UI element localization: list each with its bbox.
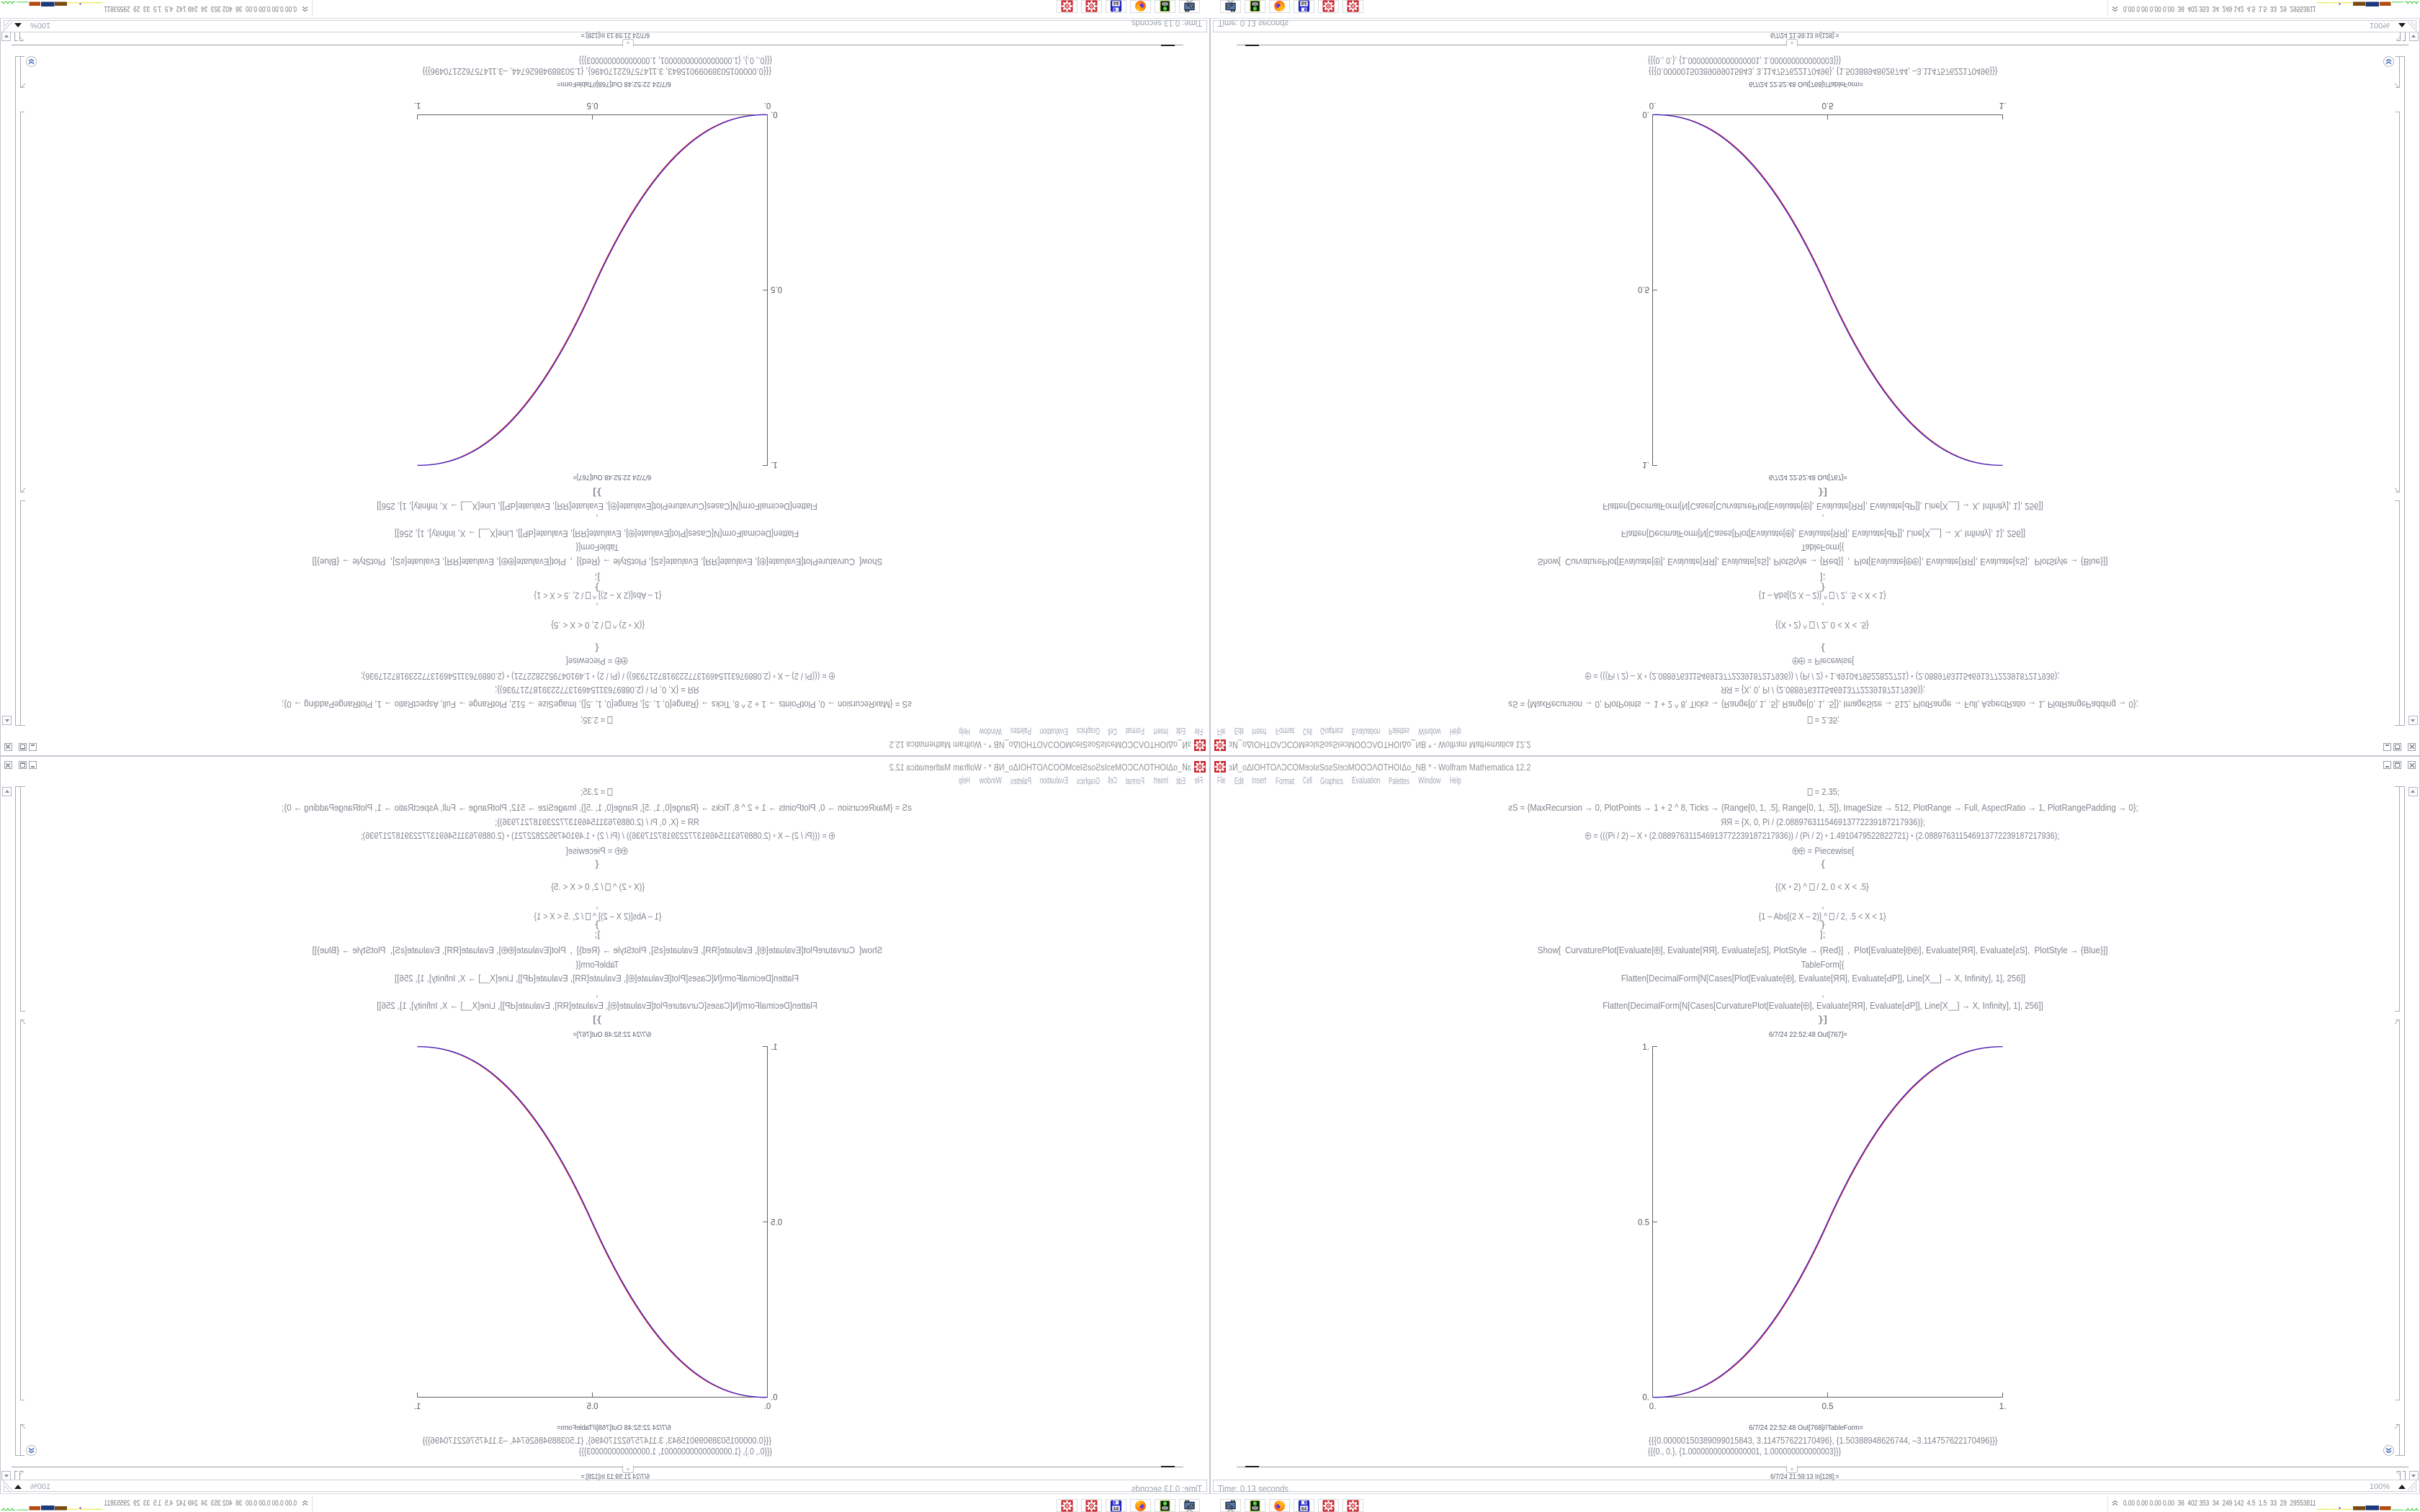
svg-text:1.: 1.: [1642, 460, 1649, 469]
svg-text:0.5: 0.5: [1822, 1403, 1834, 1411]
svg-text:1.: 1.: [1642, 1043, 1649, 1052]
svg-text:0.: 0.: [1642, 110, 1649, 119]
svg-text:0.5: 0.5: [587, 1403, 599, 1411]
svg-text:0.: 0.: [771, 1394, 778, 1403]
svg-text:1.: 1.: [414, 1403, 421, 1411]
svg-text:0.5: 0.5: [587, 101, 599, 109]
svg-text:64: 64: [1301, 1, 1307, 6]
svg-text:0.5: 0.5: [1638, 1219, 1649, 1228]
svg-text:0.: 0.: [1649, 1403, 1657, 1411]
svg-text:0.5: 0.5: [771, 285, 782, 294]
svg-text:0.5: 0.5: [1822, 101, 1834, 109]
svg-text:0.: 0.: [764, 101, 771, 109]
svg-text:0.: 0.: [1649, 101, 1657, 109]
svg-text:0.5: 0.5: [771, 1219, 782, 1228]
svg-text:1.: 1.: [771, 1043, 778, 1052]
svg-text:64: 64: [1113, 1506, 1119, 1511]
svg-text:64: 64: [1113, 1, 1119, 6]
svg-text:0.: 0.: [771, 110, 778, 119]
svg-text:0.: 0.: [1642, 1394, 1649, 1403]
svg-text:0.: 0.: [764, 1403, 771, 1411]
svg-text:1.: 1.: [414, 101, 421, 109]
svg-text:0.5: 0.5: [1638, 285, 1649, 294]
svg-text:1.: 1.: [771, 460, 778, 469]
svg-text:64: 64: [1301, 1506, 1307, 1511]
svg-text:1.: 1.: [1999, 1403, 2007, 1411]
svg-text:1.: 1.: [1999, 101, 2007, 109]
